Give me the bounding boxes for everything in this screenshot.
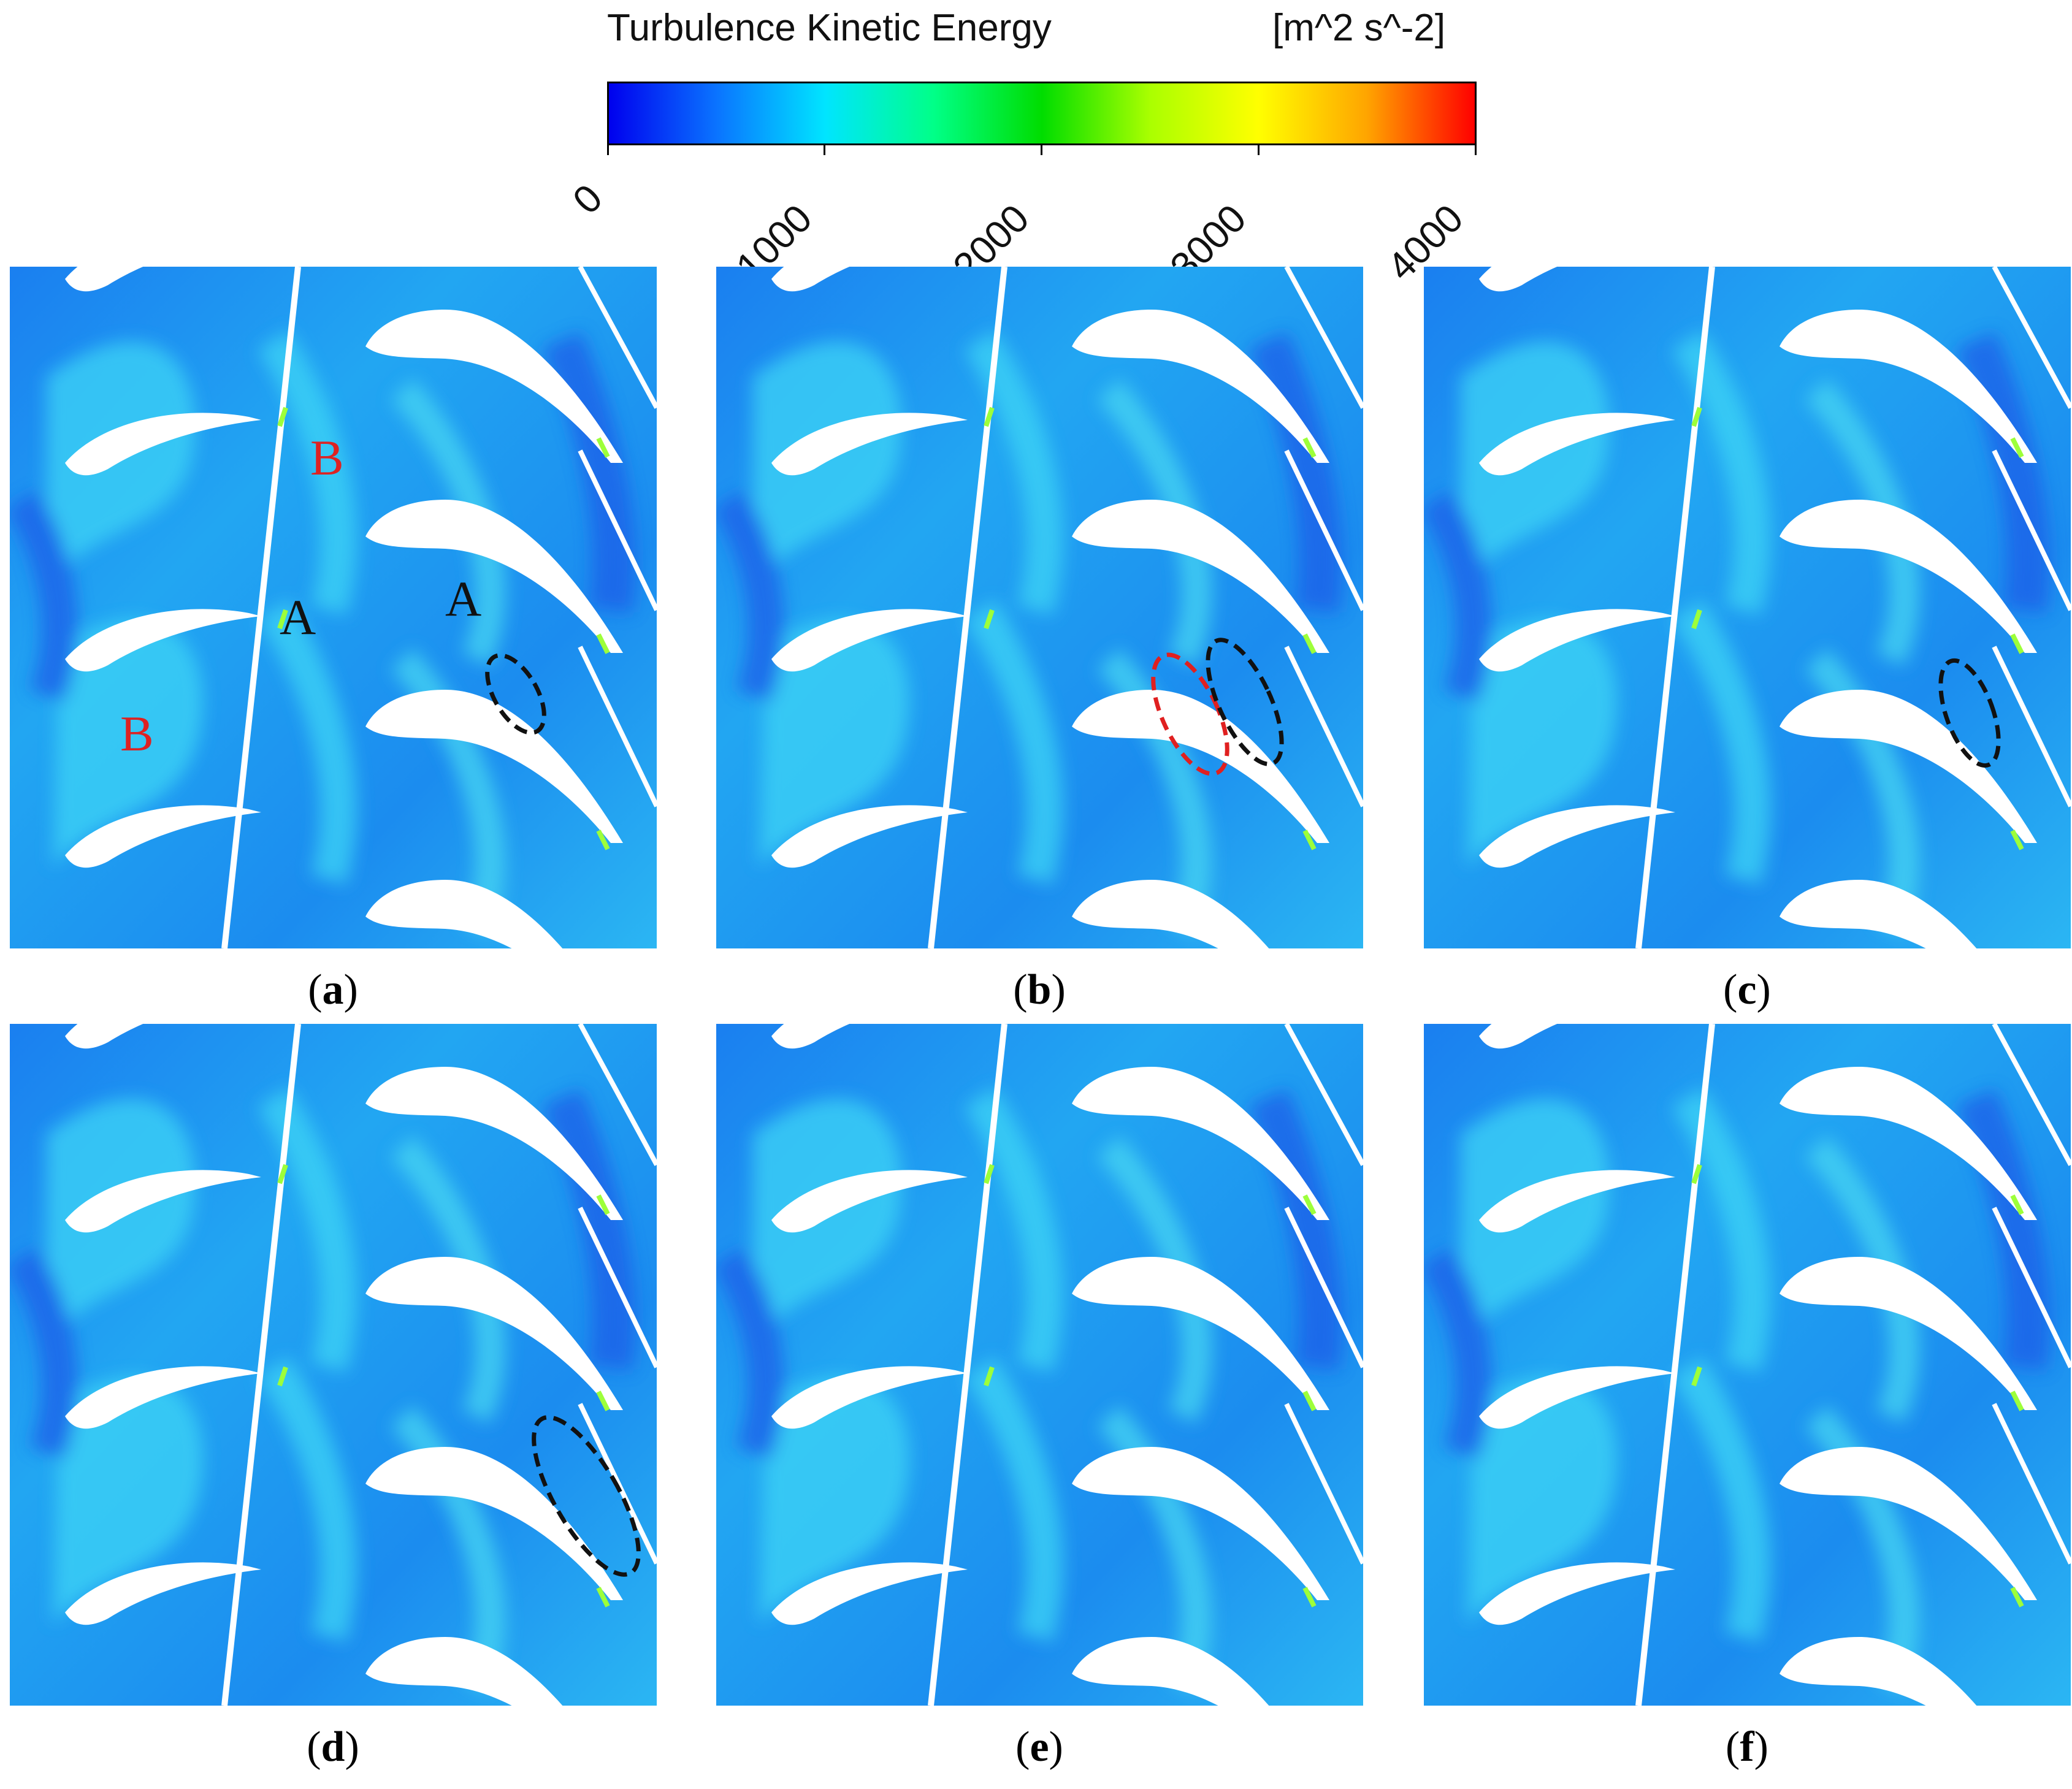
colorbar-tick-label: 0 <box>564 175 611 223</box>
contour-panel-c <box>1424 267 2071 948</box>
colorbar-tick <box>824 145 825 155</box>
contour-panel-d <box>10 1024 657 1706</box>
panel-caption-d: (d) <box>307 1723 359 1771</box>
highlight-ellipse <box>1206 638 1284 766</box>
colorbar-tick <box>1041 145 1042 155</box>
legend-title: Turbulence Kinetic Energy <box>607 7 1052 49</box>
colorbar-tick <box>1475 145 1477 155</box>
colorbar <box>607 82 1477 145</box>
legend-unit: [m^2 s^-2] <box>1272 7 1446 49</box>
panel-caption-c: (c) <box>1723 966 1771 1013</box>
highlight-ellipse <box>485 653 546 735</box>
colorbar-tick <box>607 145 609 155</box>
contour-panel-e <box>716 1024 1363 1706</box>
region-label-b: B <box>120 706 154 761</box>
panel-caption-a: (a) <box>308 966 358 1013</box>
highlight-ellipse <box>532 1415 641 1577</box>
colorbar-tick <box>1258 145 1260 155</box>
highlight-ellipse <box>1938 658 2001 768</box>
panel-caption-e: (e) <box>1015 1723 1063 1771</box>
region-label-a: A <box>445 571 482 627</box>
contour-panel-b <box>716 267 1363 948</box>
highlight-ellipse-red <box>1151 652 1229 776</box>
contour-panel-f <box>1424 1024 2071 1706</box>
panel-caption-f: (f) <box>1726 1723 1768 1771</box>
region-label-b: B <box>310 430 344 486</box>
region-label-a: A <box>280 589 316 645</box>
panel-caption-b: (b) <box>1013 966 1066 1013</box>
contour-panel-a: B A A B <box>10 267 657 948</box>
